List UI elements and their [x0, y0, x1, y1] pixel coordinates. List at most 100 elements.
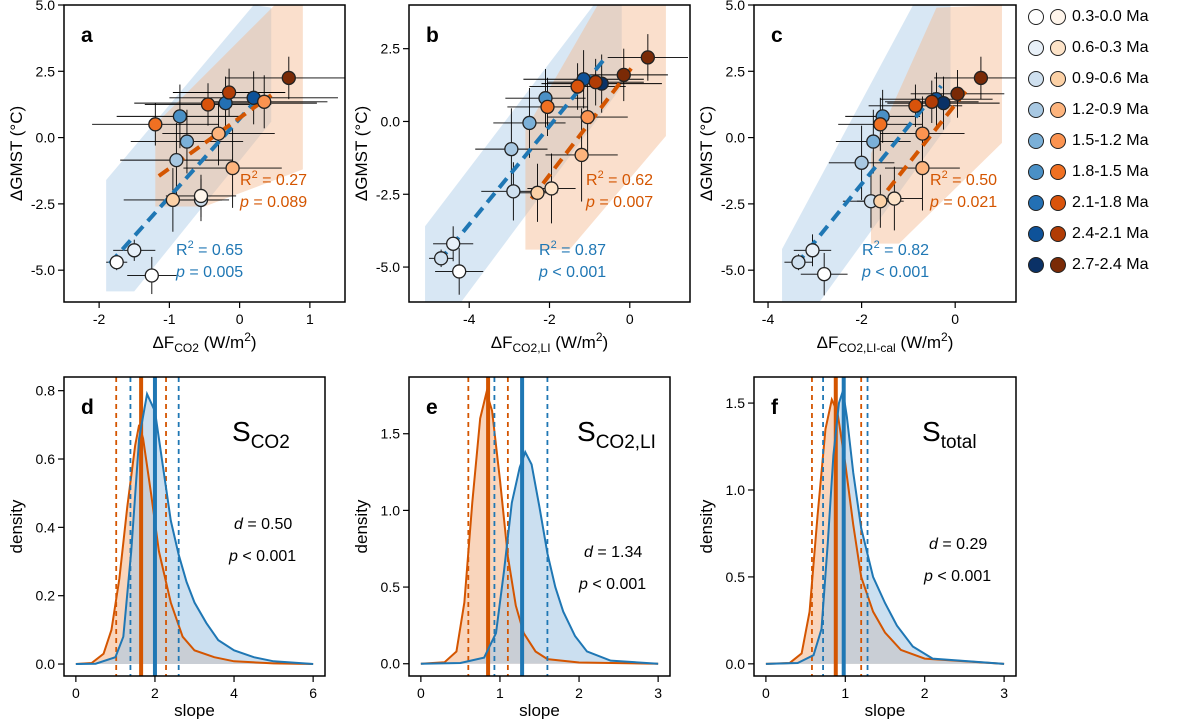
y-tick-label: 5.0: [726, 0, 746, 13]
legend-label: 0.9-0.6 Ma: [1072, 70, 1149, 87]
legend-entry: 1.2-0.9 Ma: [1028, 98, 1148, 122]
legend-label: 2.1-1.8 Ma: [1072, 194, 1149, 211]
plot-area: [782, 5, 1016, 302]
legend-entry: 1.8-1.5 Ma: [1028, 160, 1148, 184]
blue-density-curve: [420, 449, 659, 665]
legend-blue-swatch: [1028, 164, 1044, 180]
panel-f: 0 1 2 3 0.0 0.5 1.0 1.5 f density slope Stotal d = 0…: [697, 376, 1017, 719]
orange-point: [640, 50, 655, 65]
orange-point: [200, 97, 216, 112]
y-tick-label: 2.5: [381, 41, 401, 57]
plot-area: [92, 5, 345, 295]
blue-point: [144, 268, 159, 283]
orange-point: [616, 67, 631, 83]
panel-frame: [408, 376, 671, 677]
x-tick-label: 1: [496, 685, 504, 701]
legend-label: 2.7-2.4 Ma: [1072, 256, 1149, 273]
orange-fit-line: [529, 66, 634, 200]
orange-point: [225, 160, 240, 176]
panel-a: -2 -1 0 1 -5.0 -2.5 0.0 2.5 5.0 a ΔGMST (°C) ΔFCO2 …: [7, 0, 346, 355]
x-tick-label: 2: [151, 685, 159, 701]
legend-blue-swatch: [1028, 133, 1044, 149]
legend-blue-swatch: [1028, 195, 1044, 211]
y-axis-label: density: [352, 499, 371, 553]
y-axis-label: ΔGMST (°C): [352, 106, 371, 201]
orange-r2-label: R2 = 0.50: [930, 169, 997, 189]
x-tick-label: 0: [236, 311, 244, 327]
x-axis-label: slope: [519, 701, 560, 719]
orange-fit-line: [874, 88, 969, 207]
panel-frame: [753, 376, 1017, 677]
x-axis-label: ΔFCO2,LI (W/m2): [491, 330, 608, 355]
x-tick-label: 1: [306, 311, 314, 327]
orange-point: [588, 75, 603, 90]
panel-b: -4 -2 0 -5.0 -2.5 0.0 2.5 b ΔGMST (°C) ΔFCO2,LI (…: [352, 4, 691, 355]
plot-area: [425, 5, 688, 302]
y-tick-label: 0.4: [36, 519, 56, 535]
blue-density-curve: [75, 390, 314, 666]
x-tick-label: 2: [575, 685, 583, 701]
y-tick-label: 0.5: [381, 579, 401, 595]
orange-density-curve: [765, 396, 1005, 665]
legend-label: 2.4-2.1 Ma: [1072, 225, 1149, 242]
x-tick-label: -4: [762, 311, 775, 327]
blue-point: [446, 236, 461, 251]
x-tick-label: 0: [417, 685, 425, 701]
density-title: SCO2: [232, 416, 290, 453]
y-tick-label: -2.5: [376, 186, 400, 202]
orange-density-fill: [420, 392, 659, 664]
y-axis-label: ΔGMST (°C): [697, 106, 716, 201]
y-tick-label: 0.5: [726, 569, 746, 585]
p-value-label: p < 0.001: [228, 548, 296, 565]
x-tick-label: 0: [762, 685, 770, 701]
p-value-label: p < 0.001: [578, 576, 646, 593]
effect-size-label: d = 1.34: [584, 544, 642, 561]
y-tick-label: 2.5: [726, 63, 746, 79]
y-tick-label: 0.0: [381, 656, 401, 672]
blue-fit-line: [794, 84, 943, 267]
blue-point: [522, 115, 537, 131]
legend-orange-swatch: [1050, 102, 1066, 118]
legend-entry: 1.5-1.2 Ma: [1028, 129, 1148, 153]
orange-p-label: p = 0.089: [239, 194, 307, 211]
legend-entry: 0.9-0.6 Ma: [1028, 67, 1148, 91]
orange-point: [530, 185, 545, 200]
x-tick-label: 0: [951, 311, 959, 327]
panel-c: -4 -2 0 -5.0 -2.5 0.0 2.5 5.0 c ΔGMST (°C) ΔFCO2,L…: [697, 0, 1017, 355]
blue-r2-label: R2 = 0.87: [539, 239, 606, 259]
x-tick-label: -4: [463, 311, 476, 327]
y-tick-label: 1.0: [726, 482, 746, 498]
legend-orange-swatch: [1050, 195, 1066, 211]
orange-p-label: p = 0.021: [929, 194, 997, 211]
orange-point: [221, 85, 237, 100]
orange-point: [873, 117, 888, 132]
x-tick-label: 0: [72, 685, 80, 701]
orange-point: [873, 194, 888, 209]
legend-entry: 0.3-0.0 Ma: [1028, 5, 1148, 29]
panel-letter: f: [771, 396, 779, 419]
blue-p-label: p < 0.001: [538, 264, 606, 281]
panel-e: 0 1 2 3 0.0 0.5 1.0 1.5 e density slope SCO2,LI d = …: [352, 376, 671, 719]
effect-size-label: d = 0.29: [929, 536, 987, 553]
orange-point: [973, 70, 989, 86]
blue-density-fill: [75, 394, 314, 665]
blue-r2-label: R2 = 0.65: [176, 239, 243, 259]
panel-frame: [63, 376, 326, 677]
panel-letter: a: [81, 24, 93, 47]
orange-point: [257, 94, 272, 109]
plot-area: [765, 377, 1005, 676]
x-tick-label: 3: [654, 685, 662, 701]
blue-r2-label: R2 = 0.82: [862, 239, 929, 259]
orange-point: [924, 94, 939, 109]
orange-point: [148, 117, 163, 132]
legend-orange-swatch: [1050, 257, 1066, 273]
blue-point: [109, 255, 124, 270]
legend-entry: 2.7-2.4 Ma: [1028, 253, 1148, 277]
legend-orange-swatch: [1050, 133, 1066, 149]
blue-point: [817, 267, 832, 282]
y-tick-label: 0.0: [381, 113, 401, 129]
orange-point: [580, 109, 595, 125]
blue-density-fill: [420, 452, 659, 664]
orange-point: [574, 147, 589, 163]
blue-density-fill: [765, 390, 1005, 664]
